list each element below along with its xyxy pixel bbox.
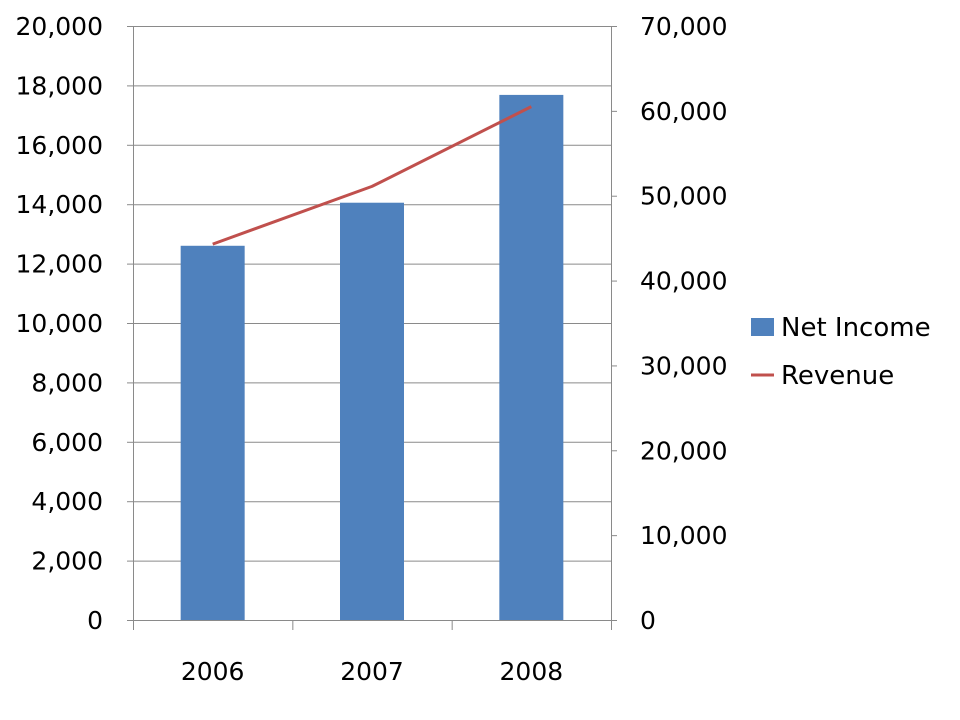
x-axis-tick-label: 2006 bbox=[181, 657, 245, 686]
left-axis-tick-label: 12,000 bbox=[16, 250, 103, 279]
left-axis-tick-label: 18,000 bbox=[16, 71, 103, 100]
x-axis-tick-label: 2008 bbox=[500, 657, 564, 686]
net-income-bars bbox=[180, 94, 564, 621]
net-income-bar-2008 bbox=[499, 94, 564, 621]
left-axis-tick-label: 14,000 bbox=[16, 190, 103, 219]
left-axis-tick-label: 8,000 bbox=[31, 368, 103, 397]
legend-label: Net Income bbox=[781, 313, 931, 343]
right-axis-tick-label: 50,000 bbox=[640, 182, 727, 211]
revenue-line-group bbox=[212, 105, 532, 246]
legend-label: Revenue bbox=[781, 361, 894, 391]
x-axis-tick-label: 2007 bbox=[340, 657, 404, 686]
net-income-bar-2007 bbox=[340, 202, 404, 620]
left-axis-tick-label: 16,000 bbox=[16, 131, 103, 160]
left-axis-tick-label: 10,000 bbox=[16, 309, 103, 338]
right-axis-tick-label: 60,000 bbox=[640, 97, 727, 126]
net-income-bar-2006 bbox=[180, 245, 245, 620]
right-axis-tick-label: 20,000 bbox=[640, 436, 727, 465]
right-axis-tick-label: 30,000 bbox=[640, 351, 727, 380]
x-axis-tick-labels: 2006 2007 2008 bbox=[181, 657, 563, 686]
axes bbox=[127, 26, 617, 630]
left-axis-tick-label: 4,000 bbox=[31, 487, 103, 516]
legend-swatch-net-income bbox=[751, 318, 774, 336]
right-axis-tick-labels: 0 10,000 20,000 30,000 40,000 50,000 60,000 70,… bbox=[640, 12, 727, 635]
right-axis-tick-label: 10,000 bbox=[640, 521, 727, 550]
left-axis-tick-label: 20,000 bbox=[16, 12, 103, 41]
right-axis-tick-label: 40,000 bbox=[640, 267, 727, 296]
left-axis-tick-label: 2,000 bbox=[31, 547, 103, 576]
left-axis-tick-label: 0 bbox=[87, 606, 103, 635]
legend: Net Income Revenue bbox=[751, 313, 931, 391]
right-axis-tick-label: 70,000 bbox=[640, 12, 727, 41]
left-axis-tick-labels: 0 2,000 4,000 6,000 8,000 10,000 12,000 14,000 1… bbox=[16, 12, 103, 635]
left-axis-tick-label: 6,000 bbox=[31, 428, 103, 457]
right-axis-tick-label: 0 bbox=[640, 606, 656, 635]
